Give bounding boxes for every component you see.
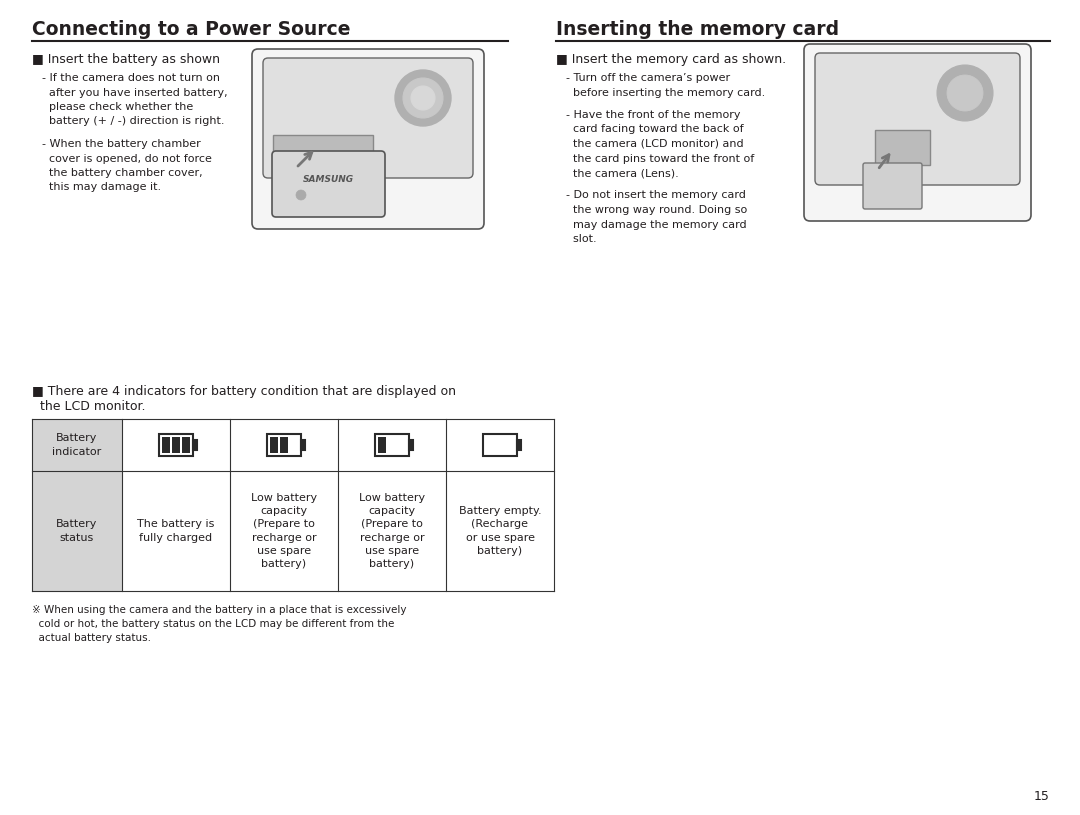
Text: - Do not insert the memory card: - Do not insert the memory card	[566, 191, 746, 200]
Text: this may damage it.: this may damage it.	[42, 183, 161, 192]
Text: - When the battery chamber: - When the battery chamber	[42, 139, 201, 149]
Circle shape	[411, 86, 435, 110]
FancyBboxPatch shape	[272, 151, 384, 217]
Bar	[399, 437, 406, 453]
Text: cold or hot, the battery status on the LCD may be different from the: cold or hot, the battery status on the L…	[32, 619, 394, 629]
FancyBboxPatch shape	[804, 44, 1031, 221]
Bar	[378, 437, 386, 453]
Bar	[172, 437, 180, 453]
Text: ■ There are 4 indicators for battery condition that are displayed on: ■ There are 4 indicators for battery con…	[32, 385, 456, 398]
Circle shape	[403, 78, 443, 118]
Bar	[483, 434, 517, 456]
Text: the camera (Lens).: the camera (Lens).	[566, 168, 678, 178]
Text: - Have the front of the memory: - Have the front of the memory	[566, 110, 741, 120]
Circle shape	[296, 190, 306, 200]
Text: 15: 15	[1035, 790, 1050, 803]
Bar	[507, 437, 514, 453]
Text: the camera (LCD monitor) and: the camera (LCD monitor) and	[566, 139, 744, 149]
FancyBboxPatch shape	[815, 53, 1020, 185]
Bar	[273, 135, 373, 163]
Text: ■ Insert the memory card as shown.: ■ Insert the memory card as shown.	[556, 53, 786, 66]
Text: Battery
status: Battery status	[56, 519, 97, 543]
Bar	[270, 437, 278, 453]
Bar	[159, 434, 193, 456]
Bar	[301, 440, 305, 450]
Bar	[486, 437, 494, 453]
Text: Battery
indicator: Battery indicator	[52, 434, 102, 456]
Bar	[375, 434, 409, 456]
Circle shape	[947, 75, 983, 111]
Text: may damage the memory card: may damage the memory card	[566, 219, 746, 230]
Text: Battery empty.
(Recharge
or use spare
battery): Battery empty. (Recharge or use spare ba…	[459, 506, 541, 556]
Text: cover is opened, do not force: cover is opened, do not force	[42, 153, 212, 164]
Text: before inserting the memory card.: before inserting the memory card.	[566, 87, 766, 98]
Bar	[409, 440, 413, 450]
Circle shape	[395, 70, 451, 126]
Text: ※ When using the camera and the battery in a place that is excessively: ※ When using the camera and the battery …	[32, 605, 406, 615]
Text: the LCD monitor.: the LCD monitor.	[32, 400, 146, 413]
Text: SAMSUNG: SAMSUNG	[302, 175, 354, 184]
Bar	[280, 437, 288, 453]
Text: - Turn off the camera’s power: - Turn off the camera’s power	[566, 73, 730, 83]
FancyBboxPatch shape	[252, 49, 484, 229]
Text: ■ Insert the battery as shown: ■ Insert the battery as shown	[32, 53, 220, 66]
Bar	[291, 437, 298, 453]
FancyBboxPatch shape	[863, 163, 922, 209]
Bar	[162, 437, 170, 453]
Text: actual battery status.: actual battery status.	[32, 633, 151, 643]
Text: Connecting to a Power Source: Connecting to a Power Source	[32, 20, 351, 39]
Bar	[193, 440, 197, 450]
FancyBboxPatch shape	[264, 58, 473, 178]
Text: Low battery
capacity
(Prepare to
recharge or
use spare
battery): Low battery capacity (Prepare to recharg…	[359, 493, 426, 569]
Bar	[183, 437, 190, 453]
Text: after you have inserted battery,: after you have inserted battery,	[42, 87, 228, 98]
Bar	[496, 437, 504, 453]
Text: the card pins toward the front of: the card pins toward the front of	[566, 153, 754, 164]
Bar	[32, 471, 122, 591]
Text: the battery chamber cover,: the battery chamber cover,	[42, 168, 203, 178]
Text: slot.: slot.	[566, 234, 596, 244]
Text: Low battery
capacity
(Prepare to
recharge or
use spare
battery): Low battery capacity (Prepare to recharg…	[251, 493, 318, 569]
Text: please check whether the: please check whether the	[42, 102, 193, 112]
Bar	[267, 434, 301, 456]
Bar	[517, 440, 521, 450]
Bar	[875, 130, 930, 165]
Bar	[388, 437, 396, 453]
Text: The battery is
fully charged: The battery is fully charged	[137, 519, 215, 543]
Circle shape	[937, 65, 993, 121]
Text: - If the camera does not turn on: - If the camera does not turn on	[42, 73, 220, 83]
Text: card facing toward the back of: card facing toward the back of	[566, 125, 744, 134]
Bar	[32, 419, 122, 471]
Text: Inserting the memory card: Inserting the memory card	[556, 20, 839, 39]
Text: the wrong way round. Doing so: the wrong way round. Doing so	[566, 205, 747, 215]
Text: battery (+ / -) direction is right.: battery (+ / -) direction is right.	[42, 117, 225, 126]
